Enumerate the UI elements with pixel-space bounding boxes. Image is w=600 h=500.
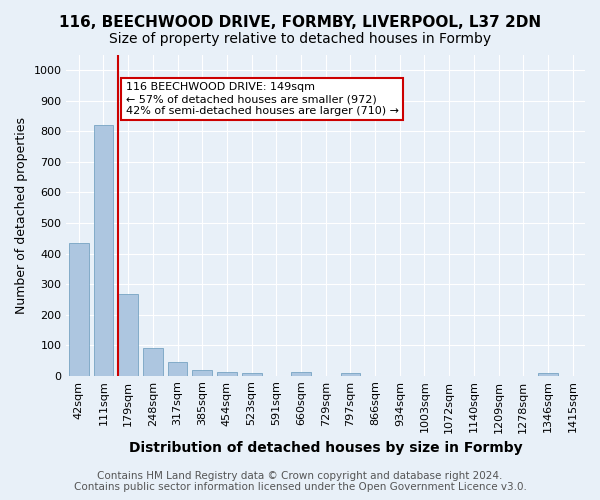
Bar (341, 373, 360, 376)
Bar (217, 372, 237, 376)
Text: Size of property relative to detached houses in Formby: Size of property relative to detached ho… (109, 32, 491, 46)
Bar (94, 125, 113, 376)
Text: 116 BEECHWOOD DRIVE: 149sqm
← 57% of detached houses are smaller (972)
42% of se: 116 BEECHWOOD DRIVE: 149sqm ← 57% of det… (125, 82, 398, 116)
X-axis label: Distribution of detached houses by size in Formby: Distribution of detached houses by size … (129, 441, 523, 455)
Bar (167, 362, 187, 376)
Bar (69, 243, 89, 376)
Bar (118, 294, 138, 376)
Bar (143, 348, 163, 376)
Text: 116, BEECHWOOD DRIVE, FORMBY, LIVERPOOL, L37 2DN: 116, BEECHWOOD DRIVE, FORMBY, LIVERPOOL,… (59, 15, 541, 30)
Text: Contains HM Land Registry data © Crown copyright and database right 2024.
Contai: Contains HM Land Registry data © Crown c… (74, 471, 526, 492)
Y-axis label: Number of detached properties: Number of detached properties (15, 117, 28, 314)
Bar (291, 372, 311, 376)
Bar (538, 373, 558, 376)
Bar (193, 370, 212, 376)
Bar (242, 373, 262, 376)
